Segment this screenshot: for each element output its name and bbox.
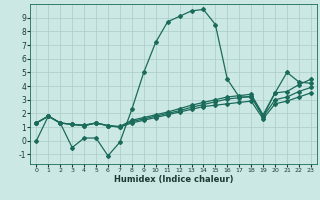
X-axis label: Humidex (Indice chaleur): Humidex (Indice chaleur) (114, 175, 233, 184)
